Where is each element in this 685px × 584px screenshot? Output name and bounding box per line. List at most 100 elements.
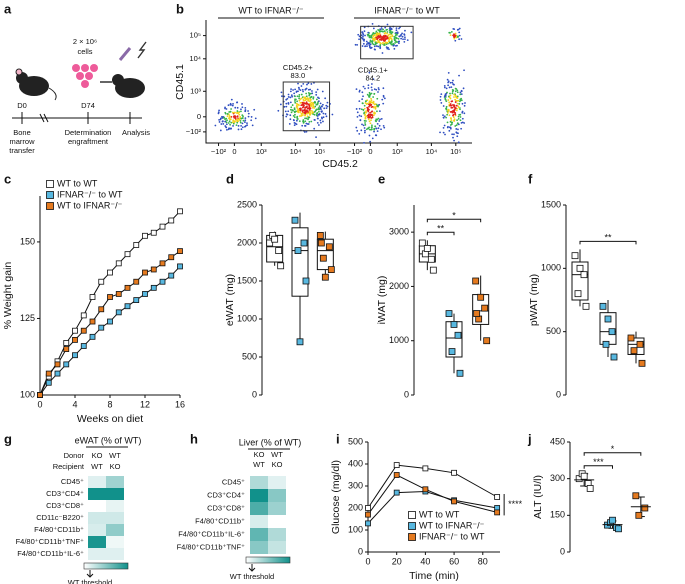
- event-dot: [368, 116, 371, 119]
- event-dot: [304, 97, 307, 99]
- event-dot: [301, 101, 304, 104]
- event-dot: [449, 103, 452, 105]
- event-dot: [376, 104, 379, 107]
- y-tick-label: 500: [546, 326, 561, 336]
- event-dot: [300, 93, 303, 96]
- step-label: engraftment: [68, 137, 109, 146]
- event-dot: [381, 38, 384, 40]
- event-dot: [309, 88, 312, 91]
- event-dot: [369, 140, 372, 143]
- event-dot: [445, 116, 448, 119]
- event-dot: [302, 82, 305, 85]
- event-dot: [445, 87, 448, 90]
- event-dot: [236, 115, 239, 118]
- event-dot: [370, 119, 372, 122]
- event-dot: [301, 109, 304, 112]
- event-dot: [301, 88, 304, 91]
- event-dot: [298, 95, 301, 98]
- event-dot: [449, 120, 452, 123]
- data-point: [80, 343, 87, 349]
- event-dot: [292, 89, 294, 91]
- event-dot: [463, 112, 466, 115]
- x-tick-label: 10³: [256, 147, 267, 156]
- event-dot: [366, 45, 368, 48]
- x-tick-label: 10³: [392, 147, 403, 156]
- data-point: [494, 509, 501, 516]
- event-dot: [451, 106, 454, 109]
- event-dot: [226, 128, 228, 131]
- legend-swatch: [46, 180, 54, 188]
- event-dot: [304, 108, 306, 111]
- data-point: [107, 269, 113, 276]
- event-dot: [227, 122, 230, 124]
- event-dot: [383, 126, 386, 129]
- event-dot: [374, 125, 376, 128]
- event-dot: [226, 113, 229, 115]
- row-label: F4/80⁺CD11b⁺: [195, 516, 245, 525]
- event-dot: [370, 128, 373, 131]
- event-dot: [366, 99, 369, 102]
- event-dot: [452, 113, 455, 116]
- event-dot: [356, 129, 359, 132]
- event-dot: [375, 127, 378, 130]
- event-dot: [294, 101, 297, 104]
- event-dot: [370, 34, 373, 37]
- x-tick-label: 0: [232, 147, 236, 156]
- event-dot: [448, 101, 451, 104]
- timeline-break: [39, 113, 49, 123]
- event-dot: [458, 100, 461, 103]
- step-label: marrow: [9, 137, 35, 146]
- event-dot: [358, 114, 361, 117]
- data-point: [142, 232, 148, 239]
- event-dot: [315, 93, 318, 96]
- event-dot: [233, 111, 236, 114]
- y-tick-label: 300: [550, 473, 565, 483]
- data-point: [423, 245, 431, 252]
- event-dot: [389, 26, 391, 29]
- event-dot: [302, 121, 305, 124]
- event-dot: [376, 118, 379, 121]
- event-dot: [361, 123, 363, 126]
- event-dot: [289, 114, 292, 117]
- heatmap-cell: [268, 515, 286, 528]
- heatmap-cell: [250, 502, 268, 515]
- event-dot: [461, 102, 464, 105]
- data-point: [576, 264, 584, 272]
- event-dot: [380, 35, 383, 38]
- event-dot: [460, 99, 463, 102]
- event-dot: [301, 112, 304, 115]
- event-dot: [302, 104, 304, 107]
- event-dot: [236, 101, 238, 104]
- event-dot: [364, 116, 367, 118]
- event-dot: [380, 30, 383, 33]
- data-point: [365, 520, 371, 527]
- event-dot: [453, 34, 456, 37]
- event-dot: [363, 141, 365, 144]
- event-dot: [228, 114, 231, 117]
- event-dot: [362, 35, 364, 38]
- data-point: [429, 266, 437, 274]
- event-dot: [363, 107, 366, 110]
- event-dot: [365, 43, 368, 46]
- y-tick-label: 2000: [237, 237, 257, 247]
- event-dot: [283, 105, 286, 108]
- event-dot: [306, 102, 309, 105]
- data-point: [445, 310, 453, 317]
- event-dot: [375, 88, 378, 91]
- event-dot: [295, 110, 297, 113]
- column-header: KO: [272, 460, 283, 469]
- significance-bracket: [426, 231, 455, 236]
- event-dot: [448, 129, 451, 132]
- event-dot: [239, 116, 242, 118]
- event-dot: [354, 43, 357, 46]
- event-dot: [322, 116, 325, 119]
- event-dot: [291, 109, 294, 112]
- event-dot: [372, 114, 375, 117]
- event-dot: [294, 88, 297, 91]
- data-point: [427, 255, 435, 263]
- event-dot: [464, 102, 466, 104]
- event-dot: [358, 38, 360, 41]
- event-dot: [390, 28, 393, 31]
- event-dot: [372, 96, 375, 98]
- event-dot: [368, 42, 371, 45]
